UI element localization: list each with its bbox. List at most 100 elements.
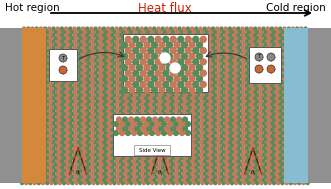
Circle shape (264, 100, 267, 103)
Circle shape (272, 62, 275, 65)
Circle shape (71, 175, 74, 178)
Circle shape (176, 119, 179, 122)
Circle shape (172, 163, 175, 166)
Circle shape (201, 150, 204, 153)
Circle shape (41, 137, 45, 140)
Circle shape (138, 175, 141, 178)
Circle shape (235, 100, 238, 103)
Circle shape (201, 81, 204, 84)
Circle shape (90, 153, 93, 156)
Circle shape (100, 87, 103, 90)
Circle shape (111, 128, 114, 131)
Circle shape (243, 43, 246, 46)
Circle shape (230, 62, 234, 65)
Circle shape (166, 103, 168, 106)
Circle shape (127, 77, 131, 81)
Circle shape (212, 140, 214, 144)
Circle shape (113, 74, 116, 77)
Circle shape (197, 49, 200, 52)
Circle shape (136, 77, 139, 81)
Circle shape (29, 100, 32, 103)
Circle shape (21, 131, 24, 134)
Circle shape (159, 64, 165, 70)
Circle shape (247, 93, 250, 96)
Circle shape (306, 150, 309, 153)
Circle shape (258, 40, 261, 43)
Circle shape (121, 181, 124, 184)
Circle shape (94, 84, 97, 87)
Circle shape (239, 131, 242, 134)
Circle shape (142, 169, 145, 172)
Circle shape (136, 59, 139, 62)
Circle shape (226, 137, 229, 140)
Circle shape (191, 52, 194, 55)
Circle shape (300, 122, 303, 125)
Circle shape (146, 43, 150, 46)
Circle shape (31, 159, 34, 163)
Circle shape (79, 100, 82, 103)
Circle shape (304, 128, 307, 131)
Circle shape (48, 140, 51, 144)
Circle shape (213, 119, 217, 122)
Circle shape (73, 122, 76, 125)
Circle shape (21, 150, 24, 153)
Circle shape (213, 112, 217, 115)
Circle shape (178, 46, 181, 49)
Circle shape (218, 125, 221, 128)
Circle shape (291, 84, 295, 87)
Circle shape (266, 33, 269, 36)
Circle shape (268, 87, 271, 90)
Circle shape (65, 103, 68, 106)
Circle shape (163, 87, 166, 90)
Circle shape (92, 144, 95, 147)
Circle shape (107, 153, 110, 156)
Circle shape (117, 100, 120, 103)
Circle shape (166, 153, 168, 156)
Circle shape (207, 84, 211, 87)
Circle shape (136, 166, 139, 169)
Circle shape (283, 172, 286, 175)
Circle shape (243, 49, 246, 52)
Circle shape (39, 178, 42, 181)
Circle shape (230, 181, 234, 184)
Circle shape (228, 52, 231, 55)
Circle shape (121, 125, 124, 128)
Circle shape (44, 166, 47, 169)
Circle shape (111, 159, 114, 163)
Circle shape (224, 52, 227, 55)
Circle shape (285, 144, 288, 147)
Circle shape (39, 77, 42, 81)
Circle shape (37, 144, 40, 147)
Circle shape (268, 43, 271, 46)
Circle shape (274, 71, 278, 74)
Circle shape (58, 156, 61, 159)
Circle shape (23, 134, 25, 137)
Circle shape (155, 55, 158, 59)
Circle shape (33, 49, 36, 52)
Circle shape (37, 156, 40, 159)
Circle shape (115, 147, 118, 150)
Circle shape (172, 181, 175, 184)
Circle shape (117, 117, 121, 122)
Circle shape (144, 109, 147, 112)
Circle shape (52, 46, 55, 49)
Circle shape (205, 181, 208, 184)
Circle shape (256, 68, 259, 71)
Circle shape (21, 144, 24, 147)
Circle shape (50, 163, 53, 166)
Circle shape (252, 150, 255, 153)
Circle shape (188, 93, 192, 96)
Circle shape (134, 137, 137, 140)
Circle shape (100, 144, 103, 147)
Circle shape (203, 90, 206, 93)
Circle shape (39, 40, 42, 43)
Circle shape (94, 46, 97, 49)
Circle shape (272, 175, 275, 178)
Circle shape (41, 175, 45, 178)
Circle shape (44, 159, 47, 163)
Circle shape (287, 147, 290, 150)
Circle shape (279, 33, 282, 36)
Circle shape (274, 178, 278, 181)
Circle shape (247, 74, 250, 77)
Circle shape (52, 52, 55, 55)
